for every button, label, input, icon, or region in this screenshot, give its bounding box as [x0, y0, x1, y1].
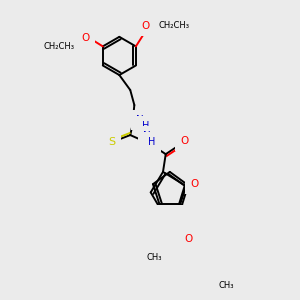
Text: H: H: [142, 121, 149, 130]
Text: O: O: [190, 179, 199, 189]
Text: CH₂CH₃: CH₂CH₃: [159, 21, 190, 30]
Text: CH₃: CH₃: [147, 253, 162, 262]
Text: O: O: [141, 21, 150, 31]
Text: S: S: [108, 137, 116, 147]
Text: O: O: [82, 33, 90, 43]
Text: O: O: [181, 136, 189, 146]
Text: O: O: [185, 234, 193, 244]
Text: N: N: [136, 115, 144, 125]
Text: N: N: [143, 131, 151, 141]
Text: CH₃: CH₃: [218, 280, 234, 290]
Text: H: H: [148, 137, 156, 147]
Text: CH₂CH₃: CH₂CH₃: [44, 42, 75, 51]
